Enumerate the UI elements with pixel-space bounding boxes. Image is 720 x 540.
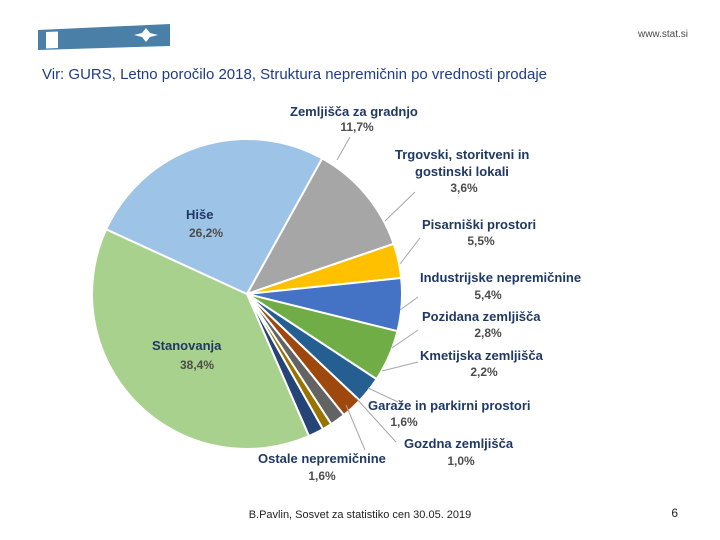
label-name-trgovski-storitveni-in-gostinski-lokali-2: gostinski lokali — [415, 164, 509, 179]
leader-zemljisca-za-gradnjo — [336, 136, 351, 161]
label-value-trgovski-storitveni-in-gostinski-lokali: 3,6% — [450, 181, 478, 195]
label-name-gozdna-zemljisca: Gozdna zemljišča — [404, 436, 514, 451]
site-url[interactable]: www.stat.si — [637, 29, 688, 40]
label-name-hise: Hiše — [186, 207, 213, 222]
footer-text: B.Pavlin, Sosvet za statistiko cen 30.05… — [248, 509, 472, 521]
leader-garaze-in-parkirni-prostori — [367, 387, 399, 403]
leader-lines — [336, 136, 421, 451]
label-value-pisarniski-prostori: 5,5% — [467, 234, 495, 248]
leader-ostale-nepremicnine — [345, 404, 366, 451]
label-value-ostale-nepremicnine: 1,6% — [308, 469, 336, 483]
label-name-zemljisca-za-gradnjo: Zemljišča za gradnjo — [290, 104, 418, 119]
pie-slices — [91, 138, 403, 450]
label-value-garaze-in-parkirni-prostori: 1,6% — [390, 415, 418, 429]
leader-pisarniski-prostori — [399, 237, 421, 265]
label-value-industrijske-nepremicnine: 5,4% — [474, 288, 502, 302]
label-name-ostale-nepremicnine: Ostale nepremičnine — [258, 451, 386, 466]
source-caption: Vir: GURS, Letno poročilo 2018, Struktur… — [42, 66, 547, 83]
label-value-hise: 26,2% — [189, 226, 223, 240]
slice-hise — [104, 138, 324, 296]
label-name-garaze-in-parkirni-prostori: Garaže in parkirni prostori — [368, 398, 531, 413]
leader-pozidana-zemljisca — [391, 329, 419, 349]
label-name-stanovanja: Stanovanja — [152, 338, 222, 353]
leader-gozdna-zemljisca — [355, 397, 397, 443]
label-value-gozdna-zemljisca: 1,0% — [447, 454, 475, 468]
label-name-pisarniski-prostori: Pisarniški prostori — [422, 217, 536, 232]
leader-industrijske-nepremicnine — [399, 296, 419, 311]
slice-zemljisca-za-gradnjo — [244, 157, 395, 296]
leader-kmetijska-zemljisca — [381, 361, 419, 372]
label-name-industrijske-nepremicnine: Industrijske nepremičnine — [420, 270, 581, 285]
stat-logo — [38, 24, 170, 50]
label-name-pozidana-zemljisca: Pozidana zemljišča — [422, 309, 541, 324]
label-value-kmetijska-zemljisca: 2,2% — [470, 365, 498, 379]
page-number: 6 — [671, 506, 678, 520]
label-value-stanovanja: 38,4% — [180, 358, 214, 372]
label-value-pozidana-zemljisca: 2,8% — [474, 326, 502, 340]
leader-trgovski-storitveni-in-gostinski-lokali — [384, 191, 416, 222]
label-value-zemljisca-za-gradnjo: 11,7% — [340, 120, 374, 134]
label-name-trgovski-storitveni-in-gostinski-lokali-1: Trgovski, storitveni in — [395, 147, 529, 162]
label-name-kmetijska-zemljisca: Kmetijska zemljišča — [420, 348, 544, 363]
slice-stanovanja — [91, 227, 311, 450]
